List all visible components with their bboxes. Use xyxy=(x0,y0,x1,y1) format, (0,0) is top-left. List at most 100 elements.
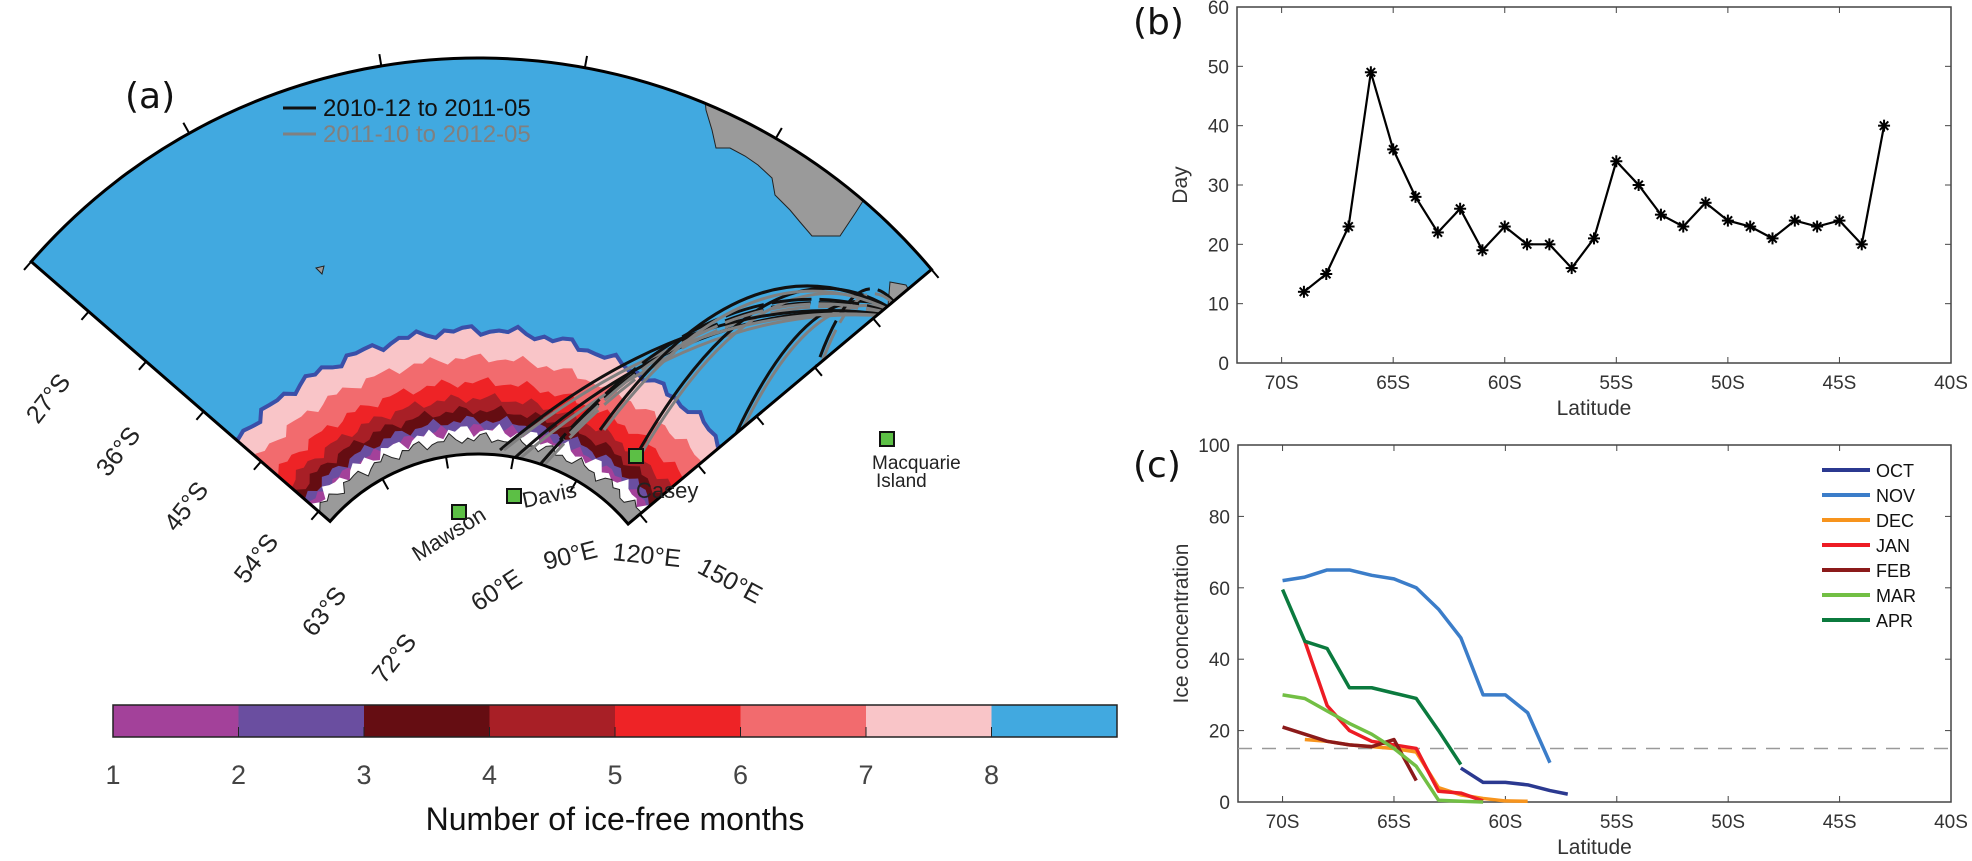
data-point-asterisk xyxy=(1320,268,1333,280)
colorbar-blocks xyxy=(113,705,1117,737)
colorbar: 1 2 3 4 5 6 7 8 Number of ice-free months xyxy=(105,704,1118,837)
x-tick-label: 60S xyxy=(1488,373,1522,394)
legend-label-dec: DEC xyxy=(1876,511,1914,531)
colorbar-tick-label: 8 xyxy=(984,760,999,790)
ice-free-band-2 xyxy=(296,415,663,525)
data-point-asterisk xyxy=(1387,143,1400,156)
legend-label-mar: MAR xyxy=(1876,586,1916,606)
station-marker-davis xyxy=(506,488,522,504)
inner-arc-tick xyxy=(569,480,578,492)
outer-arc-tick xyxy=(378,53,383,67)
side-tick xyxy=(930,268,940,279)
series-line-mar xyxy=(1282,693,1484,804)
plot-frame xyxy=(1237,444,1952,803)
ship-track-2010-2011 xyxy=(558,297,906,442)
ship-track-2010-2011 xyxy=(598,284,906,431)
data-point-asterisk xyxy=(1811,220,1824,233)
lon-label-90e: 90°E xyxy=(541,535,601,575)
station-label-casey: Casey xyxy=(636,478,698,503)
y-tick-label: 0 xyxy=(1218,354,1229,375)
side-tick xyxy=(80,310,90,321)
ship-track-2010-2011 xyxy=(885,308,907,440)
y-tick-label: 40 xyxy=(1208,117,1229,138)
station-marker-macquarie xyxy=(879,431,895,447)
x-axis-title: Latitude xyxy=(1557,397,1632,420)
colorbar-block xyxy=(866,705,992,737)
colorbar-tick-label: 7 xyxy=(858,760,873,790)
side-tick xyxy=(639,513,648,524)
map-frame xyxy=(29,56,934,527)
x-tick-label: 70S xyxy=(1266,812,1300,833)
x-tick-label: 55S xyxy=(1600,812,1634,833)
panel-c-legend: OCT NOV DEC JAN FEB MAR APR xyxy=(1822,461,1916,631)
new-zealand-south-island xyxy=(982,408,1046,436)
y-tick-label: 30 xyxy=(1208,176,1229,197)
lon-label-150e: 150°E xyxy=(693,553,767,610)
data-point-asterisk xyxy=(1565,262,1578,275)
ship-track-2011-2012 xyxy=(602,289,906,431)
legend-label-jan: JAN xyxy=(1876,536,1910,556)
data-point-asterisk xyxy=(1632,179,1645,191)
side-tick xyxy=(697,464,706,475)
colorbar-ticks: 1 2 3 4 5 6 7 8 xyxy=(105,727,999,790)
side-tick xyxy=(755,415,765,426)
outer-arc-tick xyxy=(774,127,783,139)
x-tick-label: 40S xyxy=(1934,373,1968,394)
x-tick-label: 55S xyxy=(1599,373,1633,394)
x-tick-label: 65S xyxy=(1376,373,1410,394)
ship-track-2010-2011 xyxy=(788,287,907,461)
y-tick-label: 100 xyxy=(1198,436,1230,457)
series-line-jan xyxy=(1303,640,1484,803)
data-point-asterisk xyxy=(1766,232,1779,245)
data-point-asterisk xyxy=(1454,202,1467,215)
outer-arc-tick xyxy=(182,122,191,134)
data-point-asterisk xyxy=(1855,238,1868,251)
y-axis-title: Ice concentration xyxy=(1170,544,1193,704)
legend-label-2010: 2010-12 to 2011-05 xyxy=(323,95,531,122)
station-label-davis: Davis xyxy=(520,477,579,513)
ship-tracks xyxy=(457,284,907,514)
data-point-asterisk xyxy=(1654,208,1667,221)
colorbar-tick-label: 3 xyxy=(356,760,371,790)
y-tick-label: 20 xyxy=(1209,722,1230,743)
series-line-feb xyxy=(1282,725,1418,782)
ship-track-2011-2012 xyxy=(889,312,907,440)
y-tick-label: 60 xyxy=(1208,0,1229,19)
colorbar-block xyxy=(489,705,615,737)
legend-label-2011: 2011-10 to 2012-05 xyxy=(323,121,531,148)
inner-arc-tick xyxy=(445,456,449,469)
lon-label-60e: 60°E xyxy=(466,564,527,617)
ship-track-2011-2012 xyxy=(562,302,906,442)
x-tick-label: 65S xyxy=(1377,812,1411,833)
sea-ice-edge-contour xyxy=(224,324,738,456)
x-tick-label: 45S xyxy=(1823,373,1857,394)
series-line-nov xyxy=(1282,568,1552,764)
data-point-asterisk xyxy=(1788,214,1801,227)
y-tick-label: 0 xyxy=(1219,793,1230,814)
x-tick-label: 50S xyxy=(1711,812,1745,833)
station-marker-casey xyxy=(628,448,644,464)
colorbar-block xyxy=(364,705,490,737)
legend-label-nov: NOV xyxy=(1876,486,1915,506)
panel-a-map: (a) 2010-12 to 2011-05 xyxy=(21,53,1118,837)
legend-label-feb: FEB xyxy=(1876,561,1911,581)
colorbar-tick-label: 5 xyxy=(607,760,622,790)
station-marker-mawson xyxy=(451,504,467,520)
data-point-asterisk xyxy=(1409,190,1422,203)
colorbar-block xyxy=(113,705,239,737)
lat-label-45s: 45°S xyxy=(159,477,215,537)
data-point-asterisk xyxy=(1543,238,1556,251)
data-point-asterisk xyxy=(1498,220,1511,233)
data-point-asterisk xyxy=(1610,155,1623,168)
y-tick-label: 10 xyxy=(1208,295,1229,316)
data-point-asterisk xyxy=(1431,226,1444,239)
panel-c-label: (c) xyxy=(1133,445,1181,486)
legend-label-oct: OCT xyxy=(1876,461,1914,481)
data-point-asterisk xyxy=(1833,214,1846,227)
lat-label-63s: 63°S xyxy=(297,582,353,642)
y-tick-label: 50 xyxy=(1208,57,1229,78)
data-point-asterisk xyxy=(1342,220,1355,233)
station-label-macquarie: Macquarie xyxy=(872,453,961,474)
lat-label-72s: 72°S xyxy=(367,629,423,689)
